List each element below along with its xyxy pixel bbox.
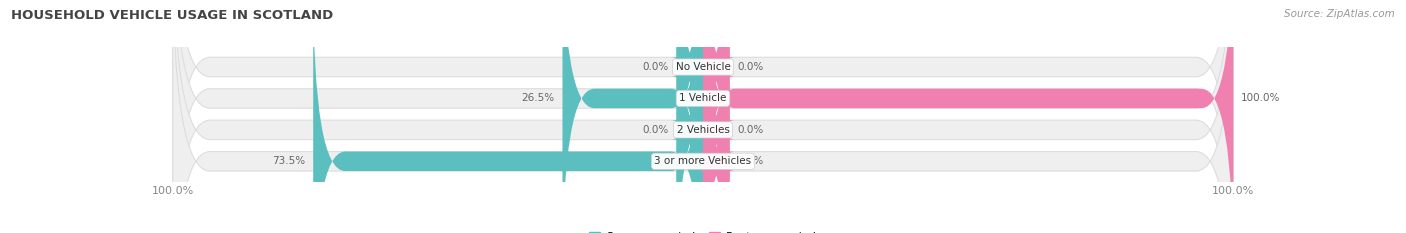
FancyBboxPatch shape	[173, 0, 1233, 233]
Text: 0.0%: 0.0%	[643, 62, 668, 72]
Text: 0.0%: 0.0%	[643, 125, 668, 135]
FancyBboxPatch shape	[314, 0, 703, 233]
FancyBboxPatch shape	[671, 0, 709, 233]
FancyBboxPatch shape	[562, 0, 703, 233]
Text: 0.0%: 0.0%	[738, 125, 763, 135]
Text: 3 or more Vehicles: 3 or more Vehicles	[654, 156, 752, 166]
Text: 0.0%: 0.0%	[738, 62, 763, 72]
FancyBboxPatch shape	[697, 0, 735, 233]
Text: 0.0%: 0.0%	[738, 156, 763, 166]
Legend: Owner-occupied, Renter-occupied: Owner-occupied, Renter-occupied	[585, 227, 821, 233]
Text: 2 Vehicles: 2 Vehicles	[676, 125, 730, 135]
Text: 73.5%: 73.5%	[273, 156, 305, 166]
Text: No Vehicle: No Vehicle	[675, 62, 731, 72]
FancyBboxPatch shape	[697, 0, 735, 233]
FancyBboxPatch shape	[173, 0, 1233, 233]
FancyBboxPatch shape	[173, 0, 1233, 233]
FancyBboxPatch shape	[671, 0, 709, 233]
Text: Source: ZipAtlas.com: Source: ZipAtlas.com	[1284, 9, 1395, 19]
FancyBboxPatch shape	[703, 0, 1233, 233]
Text: HOUSEHOLD VEHICLE USAGE IN SCOTLAND: HOUSEHOLD VEHICLE USAGE IN SCOTLAND	[11, 9, 333, 22]
Text: 26.5%: 26.5%	[522, 93, 554, 103]
Text: 1 Vehicle: 1 Vehicle	[679, 93, 727, 103]
FancyBboxPatch shape	[697, 0, 735, 233]
FancyBboxPatch shape	[173, 0, 1233, 233]
Text: 100.0%: 100.0%	[1241, 93, 1281, 103]
